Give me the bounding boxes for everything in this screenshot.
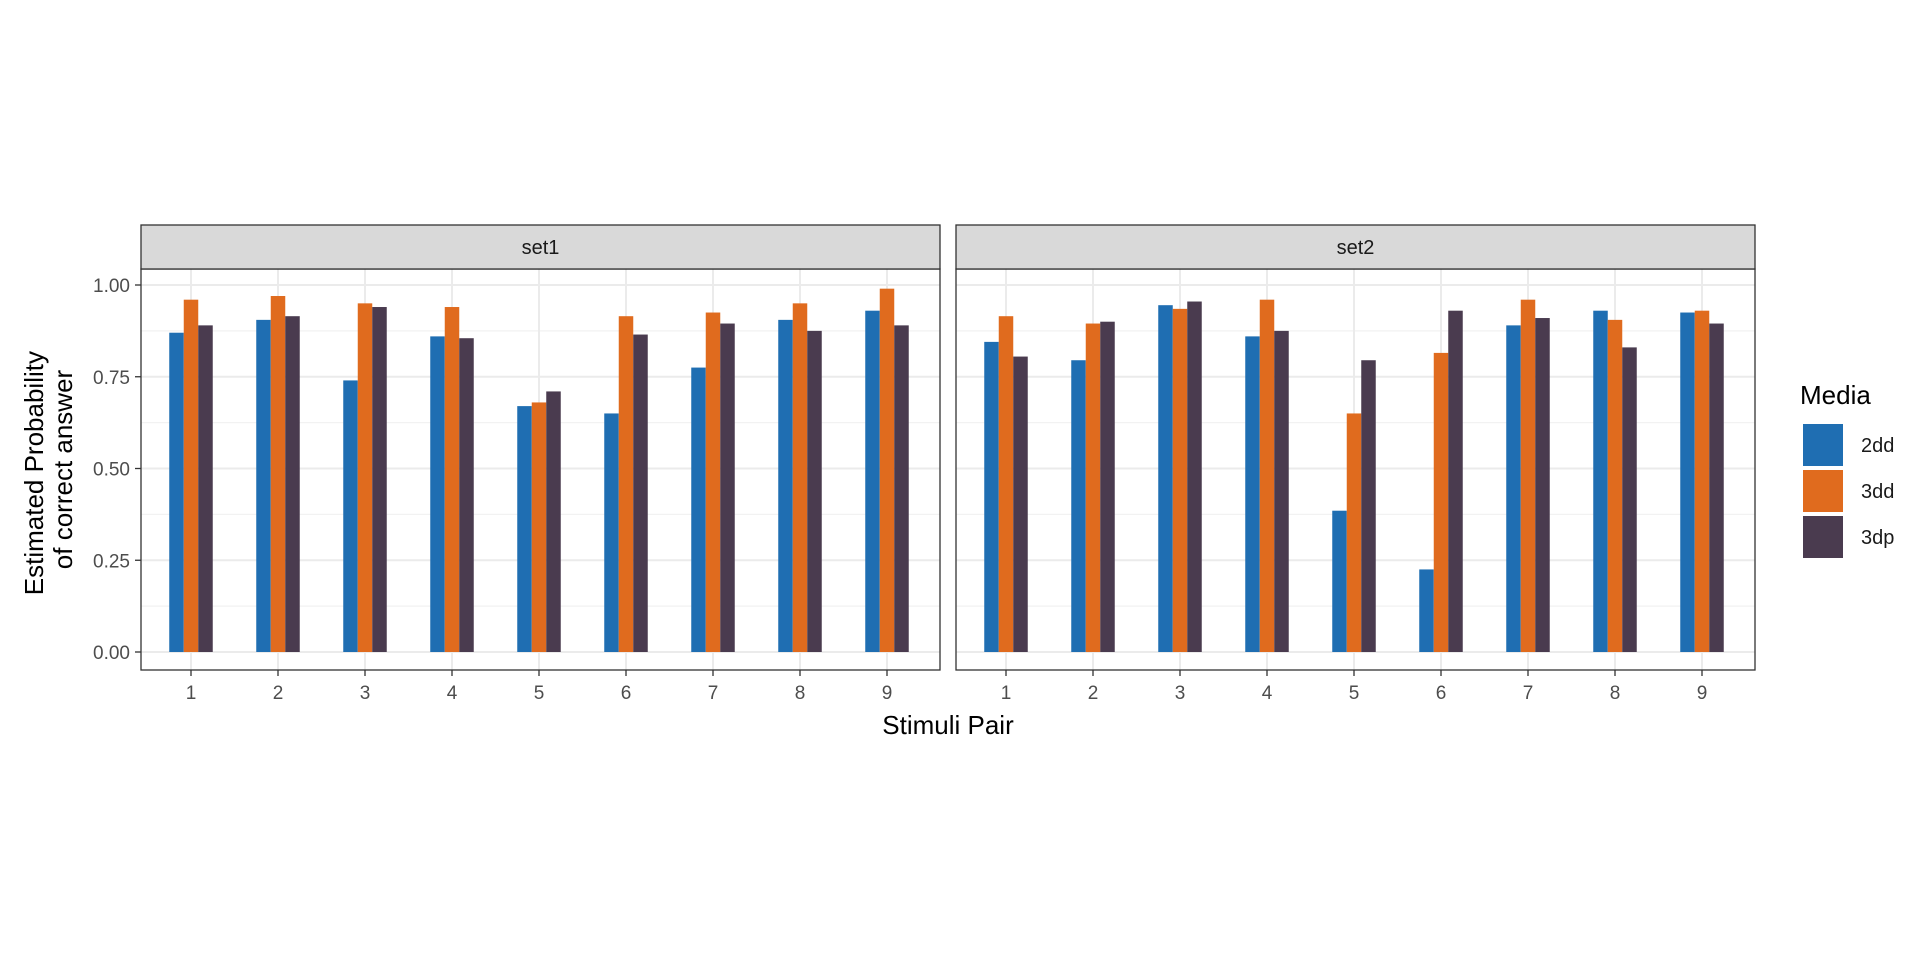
x-tick-label: 9 (1697, 683, 1708, 704)
strip-label: set1 (522, 237, 560, 259)
legend-label-2dd: 2dd (1861, 435, 1894, 457)
bar-set1-3dp-1 (198, 325, 213, 652)
bar-set2-3dd-8 (1607, 319, 1623, 652)
x-tick-label: 6 (621, 683, 632, 704)
bar-set2-3dd-2 (1085, 323, 1101, 652)
y-tick-label: 0.50 (93, 460, 130, 481)
x-tick-label: 8 (795, 683, 806, 704)
x-axis-title: Stimuli Pair (882, 710, 1014, 740)
bar-set1-3dp-7 (720, 323, 735, 652)
legend-label-3dd: 3dd (1861, 481, 1894, 503)
bar-set2-2dd-4 (1245, 336, 1260, 652)
bar-set1-3dd-9 (879, 288, 895, 652)
bar-set2-3dp-7 (1535, 318, 1550, 652)
x-tick-label: 6 (1436, 683, 1447, 704)
x-tick-label: 7 (708, 683, 719, 704)
bar-set2-3dd-7 (1520, 299, 1536, 652)
legend-key-3dd (1803, 470, 1843, 512)
bar-set2-2dd-8 (1593, 310, 1608, 652)
bar-set2-3dp-3 (1187, 301, 1202, 652)
bar-set2-3dd-3 (1172, 308, 1188, 652)
bar-set1-3dp-3 (372, 307, 387, 652)
bar-set2-3dd-6 (1433, 352, 1449, 652)
bar-set1-2dd-1 (169, 332, 184, 652)
bar-set2-2dd-6 (1419, 569, 1434, 652)
y-tick-label: 0.75 (93, 368, 130, 389)
y-tick-label: 0.00 (93, 643, 130, 664)
bar-set2-3dp-4 (1274, 330, 1289, 652)
bar-set1-3dd-8 (792, 303, 808, 652)
bar-set1-3dp-6 (633, 334, 648, 652)
bar-set2-2dd-3 (1158, 305, 1173, 652)
x-tick-label: 4 (447, 683, 458, 704)
strip-set2 (955, 224, 1756, 270)
x-tick-label: 1 (186, 683, 197, 704)
y-tick-label: 1.00 (93, 276, 130, 297)
bar-set1-2dd-2 (256, 319, 271, 652)
bar-set1-2dd-4 (430, 336, 445, 652)
bar-set1-2dd-7 (691, 367, 706, 652)
bar-set1-2dd-3 (343, 380, 358, 652)
bar-set2-3dp-8 (1622, 347, 1637, 652)
bar-set1-3dd-4 (444, 307, 460, 652)
y-axis: 0.00 0.25 0.50 0.75 1.00 (93, 276, 141, 664)
bar-set1-3dp-5 (546, 391, 561, 652)
x-tick-label: 2 (1088, 683, 1099, 704)
bar-set1-3dp-2 (285, 316, 300, 652)
bar-set2-3dp-9 (1709, 323, 1724, 652)
bar-set1-3dd-3 (357, 303, 373, 652)
x-tick-label: 4 (1262, 683, 1273, 704)
legend-title: Media (1800, 380, 1871, 410)
bar-set2-3dd-1 (998, 316, 1014, 652)
bar-set2-3dd-5 (1346, 413, 1362, 652)
bar-set2-3dd-9 (1694, 310, 1710, 652)
bar-set1-3dd-7 (705, 312, 721, 652)
bar-set1-3dp-9 (894, 325, 909, 652)
y-axis-title-line-1: Estimated Probability (19, 351, 49, 595)
bar-set2-2dd-2 (1071, 360, 1086, 652)
panel-set2: set2 1 2 3 4 5 6 7 8 9 (955, 224, 1756, 704)
legend-label-3dp: 3dp (1861, 527, 1894, 549)
bar-set1-2dd-6 (604, 413, 619, 652)
bar-set2-3dp-2 (1100, 321, 1115, 652)
panel-set1: set1 1 2 3 4 5 6 7 8 9 (140, 224, 941, 704)
y-tick-label: 0.25 (93, 551, 130, 572)
strip-set1 (140, 224, 941, 270)
bar-set2-3dp-6 (1448, 310, 1463, 652)
x-tick-label: 7 (1523, 683, 1534, 704)
bar-set1-2dd-8 (778, 319, 793, 652)
bar-set2-2dd-1 (984, 341, 999, 652)
bar-set1-2dd-9 (865, 310, 880, 652)
x-tick-label: 2 (273, 683, 284, 704)
legend-key-2dd (1803, 424, 1843, 466)
bar-set1-3dd-2 (270, 296, 286, 652)
x-tick-label: 9 (882, 683, 893, 704)
bar-set1-3dd-6 (618, 316, 634, 652)
bar-set1-2dd-5 (517, 406, 532, 652)
y-axis-title: Estimated Probability of correct answer (19, 344, 78, 595)
panels: set1 1 2 3 4 5 6 7 8 9 set2 1 2 3 4 5 6 7 8 9 (140, 224, 1756, 704)
bar-set2-2dd-9 (1680, 312, 1695, 652)
bar-set2-3dp-5 (1361, 360, 1376, 652)
bar-set1-3dd-5 (531, 402, 547, 652)
strip-label: set2 (1337, 237, 1375, 259)
bar-set1-3dp-4 (459, 338, 474, 652)
x-tick-label: 5 (534, 683, 545, 704)
x-tick-label: 5 (1349, 683, 1360, 704)
legend-key-3dp (1803, 516, 1843, 558)
x-tick-label: 8 (1610, 683, 1621, 704)
x-tick-label: 1 (1001, 683, 1012, 704)
bar-set2-3dd-4 (1259, 299, 1275, 652)
bar-set2-2dd-5 (1332, 510, 1347, 652)
x-tick-label: 3 (360, 683, 371, 704)
bar-set2-2dd-7 (1506, 325, 1521, 652)
bar-set1-3dp-8 (807, 330, 822, 652)
y-axis-title-line-2: of correct answer (48, 369, 78, 569)
bar-set1-3dd-1 (183, 299, 199, 652)
x-tick-label: 3 (1175, 683, 1186, 704)
bar-set2-3dp-1 (1013, 356, 1028, 652)
legend: Media 2dd 3dd 3dp (1800, 380, 1894, 560)
